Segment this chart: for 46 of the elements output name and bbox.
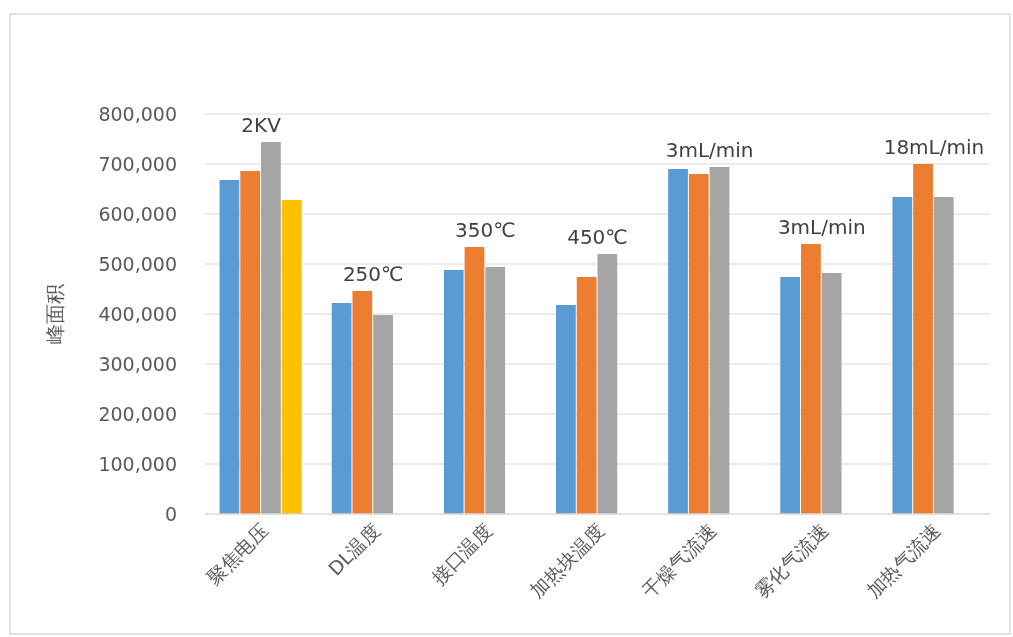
y-axis-title: 峰面积	[43, 284, 67, 344]
x-tick-label: DL温度	[323, 519, 385, 580]
x-tick-label: 加热气流速	[862, 519, 945, 602]
bar	[780, 277, 801, 514]
bar	[801, 244, 821, 514]
bar	[331, 303, 352, 514]
bar	[443, 270, 464, 514]
x-tick-label: 雾化气流速	[749, 519, 833, 602]
y-tick-label: 600,000	[98, 203, 177, 225]
bar	[485, 267, 506, 514]
annotation: 450℃	[567, 225, 628, 249]
y-tick-label: 400,000	[98, 303, 177, 325]
annotation: 2KV	[241, 113, 282, 137]
y-tick-label: 700,000	[98, 153, 177, 175]
annotation: 3mL/min	[665, 138, 754, 162]
x-tick-label: 接口温度	[426, 519, 497, 589]
bar	[556, 305, 576, 514]
bar	[709, 167, 730, 514]
bar	[892, 197, 913, 514]
bar	[373, 315, 393, 514]
annotation: 350℃	[455, 218, 516, 242]
bar	[219, 180, 240, 514]
bar	[688, 174, 709, 514]
x-tick-label: 加热块温度	[525, 519, 609, 602]
annotation: 250℃	[342, 262, 404, 286]
y-tick-label: 200,000	[98, 403, 177, 425]
bar	[281, 200, 302, 514]
y-tick-label: 100,000	[98, 453, 177, 475]
bar	[668, 169, 688, 514]
y-tick-label: 0	[164, 503, 177, 525]
bar	[821, 273, 842, 514]
bar	[240, 171, 261, 514]
annotation: 18mL/min	[883, 135, 985, 159]
bar	[261, 142, 281, 514]
bar	[933, 197, 954, 514]
bar	[464, 247, 485, 514]
bar	[597, 254, 618, 514]
annotation: 3mL/min	[777, 215, 866, 239]
bar	[352, 291, 373, 514]
y-tick-label: 300,000	[98, 353, 177, 375]
y-tick-label: 500,000	[98, 253, 177, 275]
bar	[913, 164, 933, 514]
y-tick-label: 800,000	[98, 103, 177, 125]
x-tick-label: 干燥气流速	[637, 519, 721, 602]
bar	[576, 277, 597, 514]
x-tick-label: 聚焦电压	[202, 519, 272, 589]
